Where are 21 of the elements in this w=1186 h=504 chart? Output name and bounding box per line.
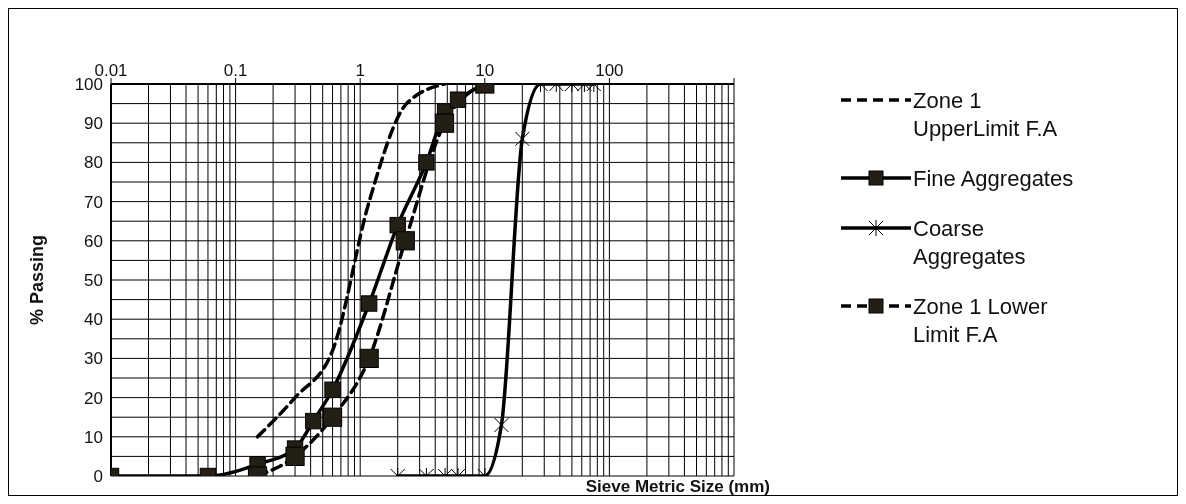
y-axis-title: % Passing	[27, 234, 48, 326]
legend-label: Fine Aggregates	[913, 165, 1075, 193]
y-tick-label: 100	[74, 75, 103, 95]
x-tick-label: 0.1	[223, 61, 248, 80]
x-tick-label: 10	[475, 61, 495, 80]
x-tick-label: 1	[355, 61, 365, 80]
y-tick-label: 30	[84, 349, 103, 369]
legend-label: Zone 1 UpperLimit F.A	[913, 87, 1059, 143]
y-tick-label: 50	[84, 271, 103, 291]
legend-label: Zone 1 Lower Limit F.A	[913, 293, 1049, 349]
legend-label: Coarse Aggregates	[913, 215, 1027, 271]
y-tick-label: 60	[84, 231, 103, 251]
y-tick-label: 80	[84, 153, 103, 173]
y-tick-label: 0	[93, 467, 103, 487]
y-tick-label: 20	[84, 388, 103, 408]
y-tick-label: 40	[84, 310, 103, 330]
y-tick-label: 10	[84, 427, 103, 447]
x-tick-label: 100	[595, 61, 624, 80]
y-tick-label: 90	[84, 114, 103, 134]
x-axis-title: Sieve Metric Size (mm)	[584, 477, 770, 497]
y-tick-label: 70	[84, 192, 103, 212]
